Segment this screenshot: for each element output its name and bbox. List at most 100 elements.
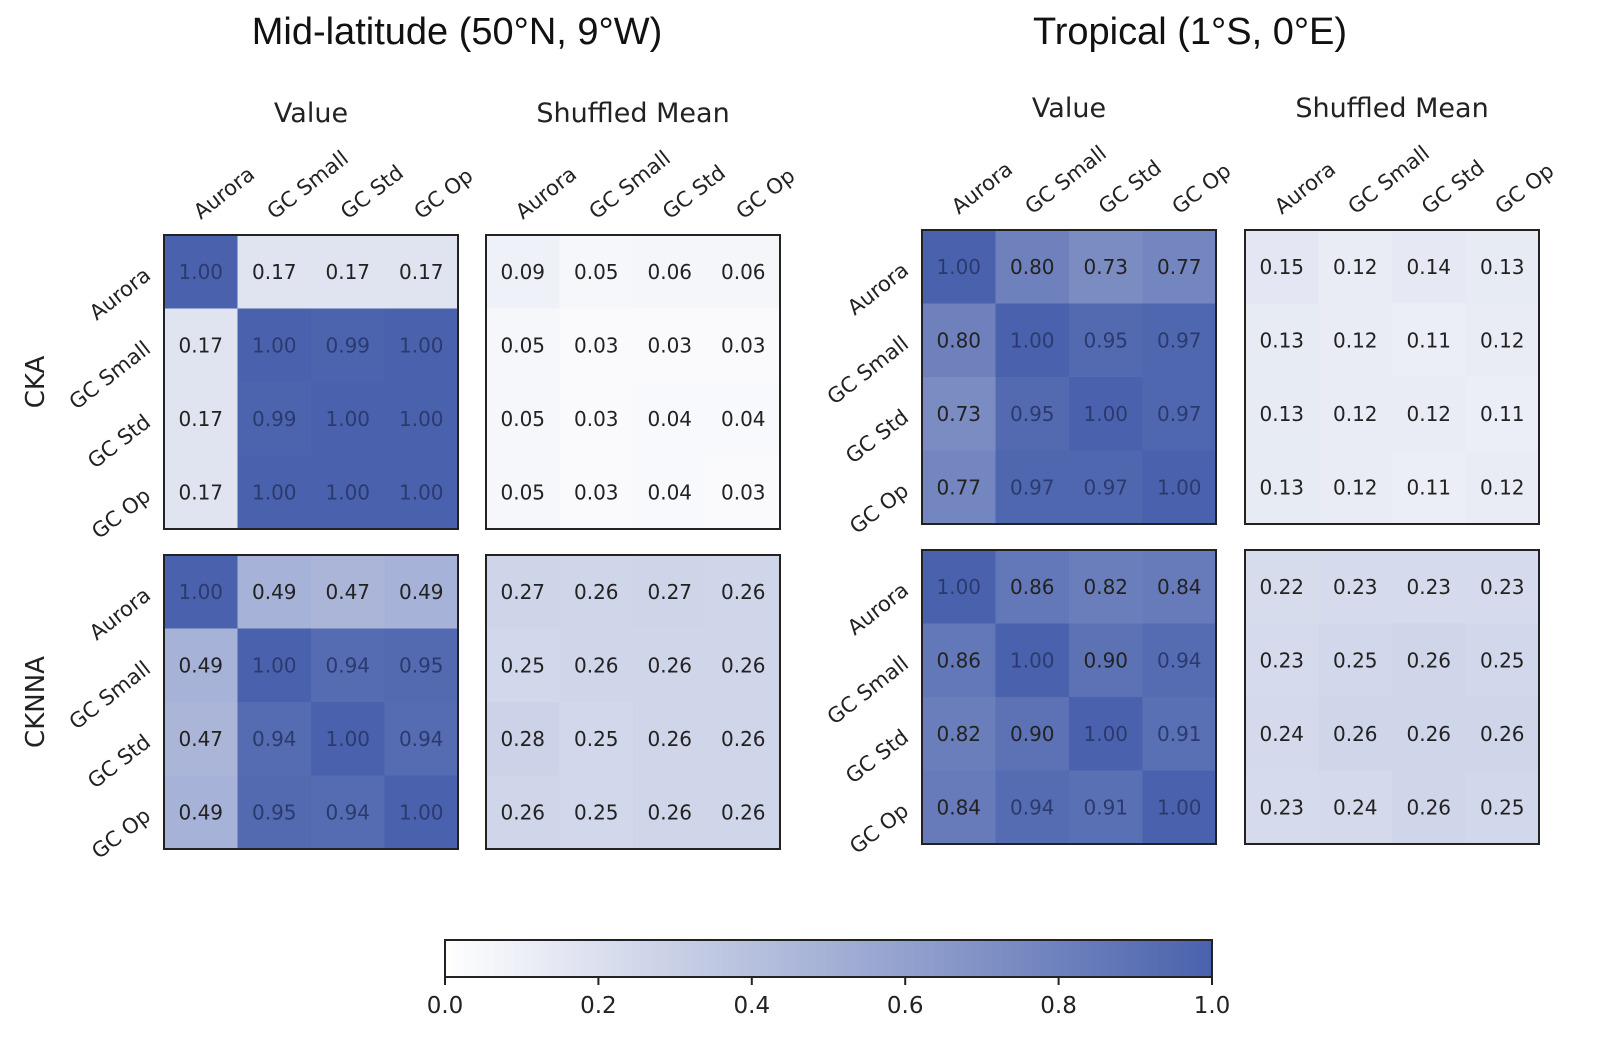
cell-value-label: 1.00: [399, 800, 444, 824]
heatmap-cell: [922, 377, 996, 451]
cell-value-label: 1.00: [252, 653, 297, 677]
cell-value-label: 0.12: [1333, 255, 1378, 279]
cell-value-label: 0.97: [1010, 475, 1055, 499]
heatmap-cell: [1318, 550, 1393, 624]
y-tick-label-gc-op: GC Op: [845, 478, 913, 538]
heatmap-cell: [922, 450, 996, 525]
cell-value-label: 0.26: [647, 653, 692, 677]
heatmap-cell: [1142, 550, 1217, 624]
cell-value-label: 0.23: [1259, 648, 1304, 672]
colorbar: 0.0 0.2 0.4 0.6 0.8 1.0: [427, 939, 1231, 1019]
heatmap-cell: [706, 382, 781, 456]
heatmap-cell: [559, 308, 634, 383]
heatmap-cell: [1142, 230, 1217, 304]
cell-value-label: 1.00: [399, 333, 444, 357]
heatmap-cell: [633, 308, 707, 383]
cell-value-label: 0.22: [1259, 575, 1304, 599]
cell-value-label: 0.24: [1333, 795, 1378, 819]
heatmap-cell: [164, 382, 238, 456]
colorbar-tick-label: 0.0: [427, 993, 464, 1019]
x-tick-label-gc-std: GC Std: [1417, 155, 1489, 219]
heatmap-cell: [1245, 230, 1319, 304]
heatmap-cell: [486, 382, 560, 456]
cell-value-label: 0.03: [721, 480, 766, 504]
column-title-value: Value: [1032, 93, 1106, 124]
cell-value-label: 0.24: [1259, 722, 1304, 746]
heatmap-cell: [706, 628, 781, 703]
cell-value-label: 0.80: [1010, 255, 1055, 279]
cell-value-label: 0.94: [325, 800, 370, 824]
heatmap-cell: [164, 555, 238, 629]
heatmap-cell: [633, 702, 707, 776]
cell-value-label: 0.17: [178, 407, 223, 431]
colorbar-tick-label: 0.2: [580, 993, 617, 1019]
cell-value-label: 1.00: [1083, 402, 1128, 426]
heatmap-cell: [706, 555, 781, 629]
cell-value-label: 0.77: [1157, 255, 1202, 279]
heatmap-cell: [995, 697, 1070, 771]
cell-value-label: 0.26: [1406, 722, 1451, 746]
heatmap-cell: [1069, 450, 1143, 525]
x-tick-label-aurora: Aurora: [947, 157, 1017, 219]
cell-value-label: 0.26: [1333, 722, 1378, 746]
heatmap-cell: [237, 308, 312, 383]
heatmap-cell: [1069, 303, 1143, 378]
heatmap-cell: [237, 382, 312, 456]
cell-value-label: 0.25: [574, 727, 619, 751]
heatmap-cell: [706, 235, 781, 309]
heatmap-cell: [633, 235, 707, 309]
cell-value-label: 1.00: [325, 480, 370, 504]
heatmap-cell: [237, 555, 312, 629]
y-tick-label-aurora: Aurora: [843, 258, 913, 320]
heatmap-cell: [1318, 623, 1393, 698]
cell-value-label: 0.17: [178, 333, 223, 357]
heatmap-cell: [1465, 697, 1540, 771]
heatmap-cell: [237, 235, 312, 309]
heatmap-cell: [1142, 697, 1217, 771]
heatmap-cell: [1318, 230, 1393, 304]
y-tick-label-gc-small: GC Small: [65, 336, 155, 414]
cell-value-label: 0.26: [500, 800, 545, 824]
cell-value-label: 0.80: [936, 328, 981, 352]
x-tick-label-gc-op: GC Op: [1168, 158, 1236, 218]
cell-value-label: 0.95: [1010, 402, 1055, 426]
heatmap-cell: [1245, 697, 1319, 771]
colorbar-tick-label: 1.0: [1194, 993, 1231, 1019]
column-title-shuffled-mean: Shuffled Mean: [1295, 93, 1488, 124]
heatmap-cell: [384, 775, 459, 850]
cell-value-label: 0.25: [500, 653, 545, 677]
heatmap-cell: [486, 555, 560, 629]
y-tick-label-gc-op: GC Op: [87, 483, 155, 543]
heatmap-0-cknna-value: 1.00 0.49 0.47 0.49 0.49 1.00 0.94 0.95 0.47 0.94…: [163, 554, 459, 850]
heatmap-cell: [384, 235, 459, 309]
heatmap-cell: [559, 382, 634, 456]
cell-value-label: 0.90: [1083, 648, 1128, 672]
heatmap-cell: [164, 455, 238, 530]
cell-value-label: 1.00: [178, 260, 223, 284]
x-tick-label-gc-small: GC Small: [263, 146, 353, 224]
heatmap-cell: [706, 702, 781, 776]
cell-value-label: 0.23: [1259, 795, 1304, 819]
cell-value-label: 0.26: [1480, 722, 1525, 746]
heatmap-cell: [311, 455, 385, 530]
cell-value-label: 0.15: [1259, 255, 1304, 279]
heatmap-cell: [486, 455, 560, 530]
heatmap-1-cknna-shuffled-mean: 0.22 0.23 0.23 0.23 0.23 0.25 0.26 0.25 0.24 0.26…: [1244, 549, 1540, 845]
cell-value-label: 0.95: [399, 653, 444, 677]
heatmap-cell: [486, 702, 560, 776]
colorbar-tick-label: 0.8: [1040, 993, 1077, 1019]
heatmap-frame: [485, 554, 781, 850]
heatmap-cell: [1069, 377, 1143, 451]
cell-value-label: 0.82: [936, 722, 981, 746]
heatmap-cell: [486, 235, 560, 309]
cell-value-label: 0.26: [647, 800, 692, 824]
heatmap-cell: [995, 303, 1070, 378]
x-tick-label-gc-op: GC Op: [1491, 158, 1559, 218]
heatmap-cell: [633, 382, 707, 456]
cell-value-label: 0.03: [574, 480, 619, 504]
cell-value-label: 0.26: [721, 727, 766, 751]
cell-value-label: 0.12: [1333, 402, 1378, 426]
heatmap-cell: [486, 628, 560, 703]
cell-value-label: 1.00: [252, 333, 297, 357]
x-tick-label-gc-std: GC Std: [1094, 155, 1166, 219]
